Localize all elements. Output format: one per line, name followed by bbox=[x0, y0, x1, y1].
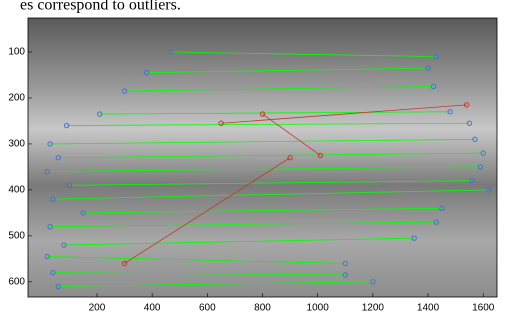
y-tick-label: 400 bbox=[8, 185, 25, 196]
x-tick-label: 800 bbox=[254, 303, 271, 314]
x-tick-label: 400 bbox=[144, 303, 161, 314]
y-tick-label: 100 bbox=[8, 47, 25, 58]
y-tick-label: 300 bbox=[8, 139, 25, 150]
x-tick-label: 600 bbox=[199, 303, 216, 314]
x-tick-label: 1600 bbox=[472, 303, 495, 314]
x-tick-label: 1000 bbox=[307, 303, 330, 314]
page: {"chart_data": { "type": "match", "title… bbox=[0, 0, 507, 334]
chart-title: es correspond to outliers. bbox=[20, 0, 181, 14]
y-tick-label: 600 bbox=[8, 276, 25, 287]
chart: es correspond to outliers. 200 400 600 800 1… bbox=[0, 0, 507, 329]
x-tick-label: 200 bbox=[89, 303, 106, 314]
y-tick-label: 500 bbox=[8, 231, 25, 242]
x-tick-label: 1200 bbox=[362, 303, 385, 314]
y-tick-label: 200 bbox=[8, 93, 25, 104]
x-tick-label: 1400 bbox=[417, 303, 440, 314]
